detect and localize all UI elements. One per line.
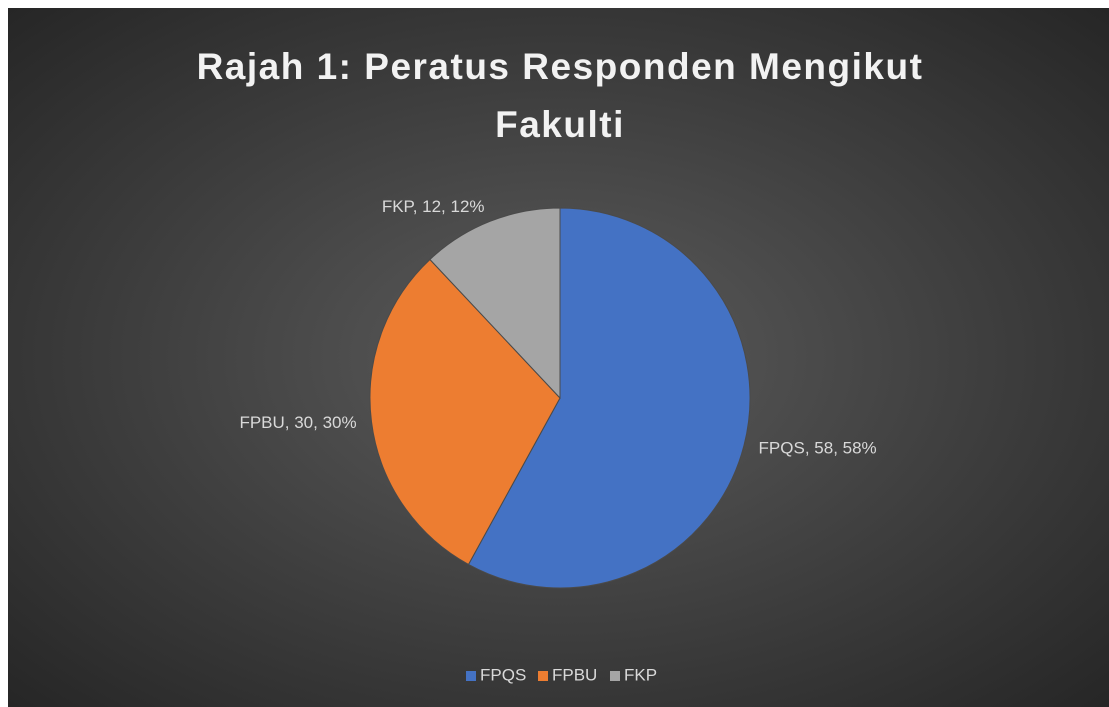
- pie-slice: [369, 258, 561, 566]
- data-label: FKP, 12, 12%: [382, 197, 485, 216]
- legend-label: FPBU: [552, 665, 597, 684]
- chart-title: Rajah 1: Peratus Responden Mengikut Faku…: [196, 46, 924, 145]
- legend-label: FPQS: [480, 665, 526, 684]
- data-label: FPBU, 30, 30%: [239, 413, 356, 432]
- pie-slice: [429, 207, 561, 400]
- legend-label: FKP: [624, 665, 657, 684]
- legend-swatch: [538, 671, 548, 681]
- legend-swatch: [610, 671, 620, 681]
- pie-slice: [467, 207, 751, 589]
- data-label: FPQS, 58, 58%: [759, 438, 877, 457]
- legend-swatch: [466, 671, 476, 681]
